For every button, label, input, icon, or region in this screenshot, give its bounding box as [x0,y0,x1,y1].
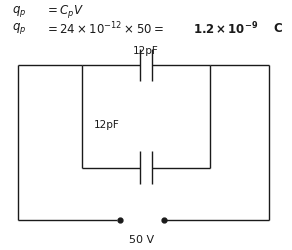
Text: $q_p$: $q_p$ [12,21,26,36]
Text: $\mathbf{C}$: $\mathbf{C}$ [273,22,283,35]
Text: $q_p$: $q_p$ [12,4,26,19]
Text: 12pF: 12pF [93,120,119,130]
Text: $= C_pV$: $= C_pV$ [45,3,84,20]
Text: 12pF: 12pF [133,46,159,56]
Text: $\mathbf{1.2 \times 10^{-9}}$: $\mathbf{1.2 \times 10^{-9}}$ [193,20,258,37]
Text: $= 24 \times 10^{-12} \times 50 = $: $= 24 \times 10^{-12} \times 50 = $ [45,20,164,37]
Text: 50 V: 50 V [129,235,154,245]
